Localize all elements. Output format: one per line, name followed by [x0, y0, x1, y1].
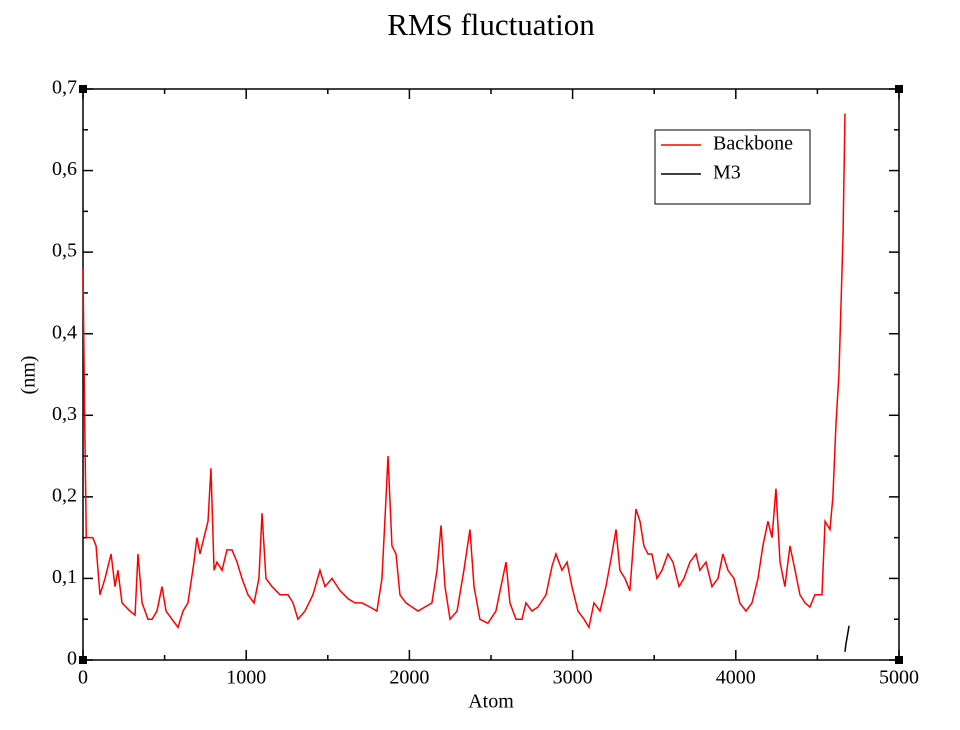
y-tick-label: 0,2	[52, 484, 77, 506]
x-tick-label: 4000	[716, 667, 756, 689]
y-axis-label: (nm)	[18, 356, 40, 395]
legend-box	[654, 129, 811, 205]
data-line	[82, 113, 846, 630]
x-tick-label: 3000	[553, 667, 593, 689]
legend-label: M3	[713, 162, 741, 184]
y-tick-label: 0,5	[52, 240, 77, 262]
chart-title: RMS fluctuation	[387, 7, 595, 42]
x-tick-label: 5000	[879, 667, 919, 689]
y-tick-label: 0,3	[52, 403, 77, 425]
x-axis-label: Atom	[468, 691, 514, 713]
y-tick-label: 0,4	[52, 321, 77, 343]
data-line	[844, 625, 850, 652]
legend-label: Backbone	[713, 133, 793, 155]
x-tick-label: 2000	[389, 667, 429, 689]
y-tick-label: 0,1	[52, 566, 77, 588]
y-tick-label: 0	[67, 648, 77, 670]
y-tick-label: 0,7	[52, 77, 77, 99]
y-tick-label: 0,6	[52, 158, 77, 180]
x-tick-label: 1000	[226, 667, 266, 689]
x-tick-label: 0	[78, 667, 88, 689]
